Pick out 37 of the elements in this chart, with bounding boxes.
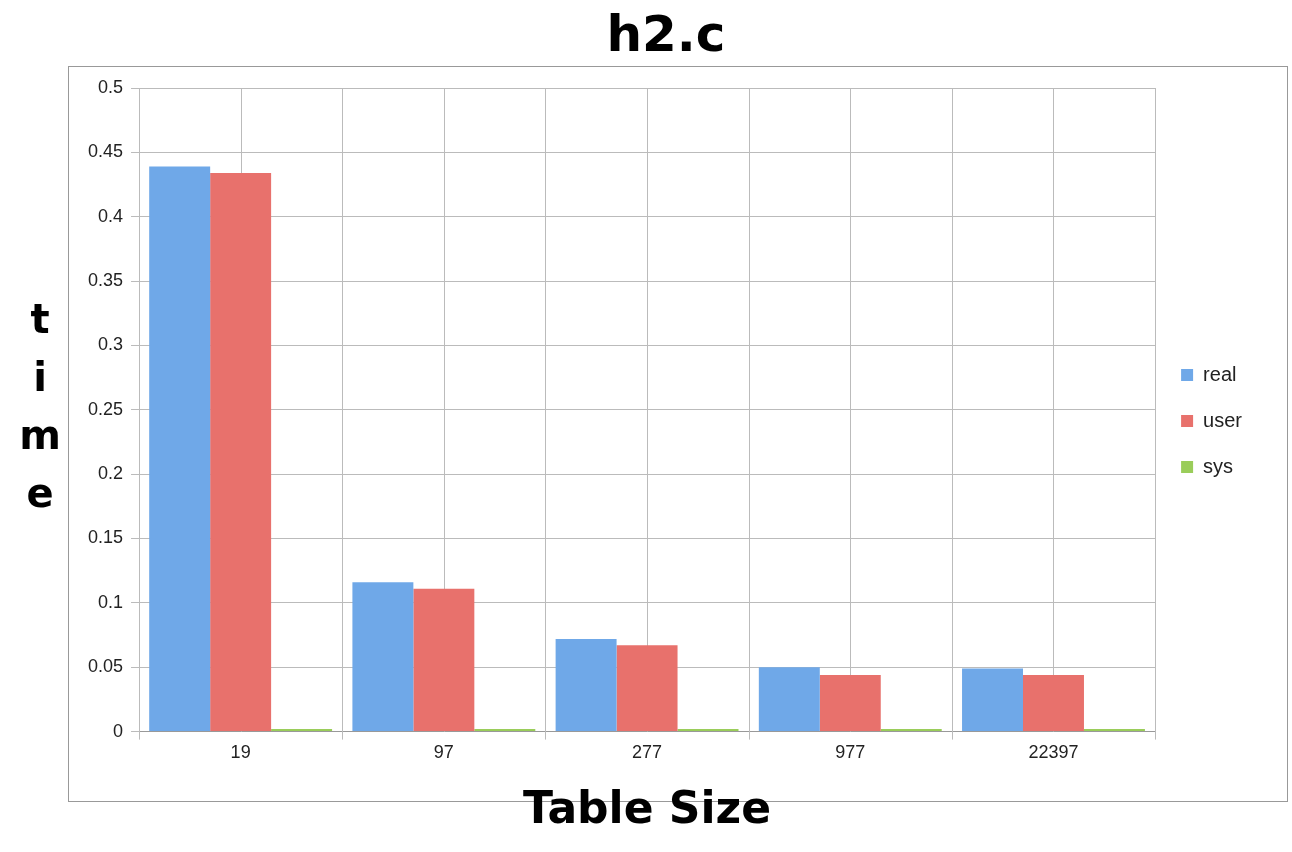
bar (555, 638, 617, 732)
y-axis-title: time (19, 296, 61, 516)
bar (352, 582, 414, 732)
y-tick-label: 0.25 (87, 398, 124, 419)
y-tick-label: 0.5 (98, 76, 124, 97)
x-tick-label: 277 (632, 742, 663, 763)
bar (474, 729, 536, 732)
legend-label: sys (1203, 454, 1234, 477)
x-tick-label: 97 (433, 742, 454, 763)
y-tick-label: 0 (113, 720, 124, 741)
y-tick-label: 0.1 (98, 591, 124, 612)
y-tick-label: 0.35 (87, 270, 124, 291)
legend-label: user (1203, 408, 1243, 431)
x-tick-label: 22397 (1028, 742, 1079, 763)
bar (210, 172, 272, 732)
chart-title: h2.c (606, 4, 726, 63)
bar (271, 729, 333, 732)
bar (819, 674, 881, 732)
y-tick-label: 0.45 (87, 141, 124, 162)
x-tick-label: 19 (230, 742, 251, 763)
bar (962, 668, 1024, 732)
y-tick-label: 0.3 (98, 334, 124, 355)
bar (1083, 729, 1145, 732)
x-axis-title: Table Size (523, 782, 772, 834)
bar (1023, 674, 1084, 732)
y-tick-label: 0.2 (98, 463, 124, 484)
bar (616, 645, 678, 732)
bar (413, 588, 475, 732)
bar (149, 166, 211, 732)
x-tick-label: 977 (835, 742, 866, 763)
y-tick-label: 0.05 (87, 656, 124, 677)
legend-label: real (1203, 362, 1237, 385)
y-tick-label: 0.15 (87, 527, 124, 548)
y-tick-label: 0.4 (98, 205, 124, 226)
bar (677, 729, 739, 732)
bar (758, 667, 820, 732)
bar (880, 729, 942, 732)
